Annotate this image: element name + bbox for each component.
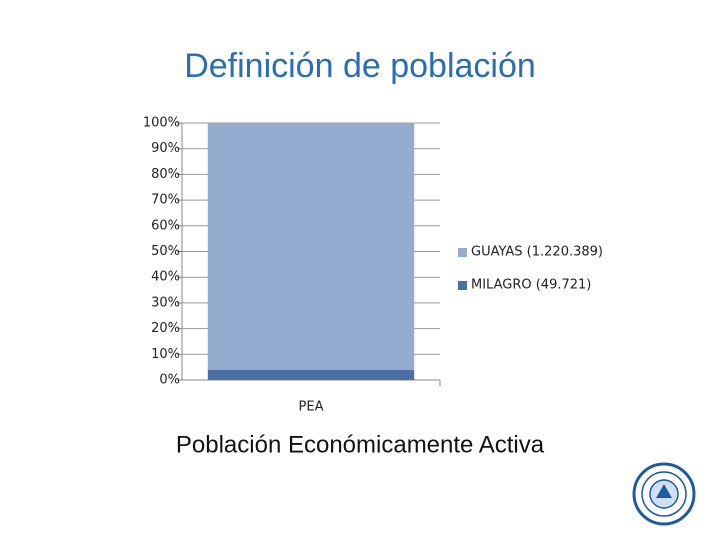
legend-label: GUAYAS (1.220.389) <box>471 245 603 260</box>
bar-segment <box>207 369 415 380</box>
y-tick-label: 90% <box>151 141 180 156</box>
y-tick-label: 70% <box>151 193 180 208</box>
chart-title: Definición de población <box>184 47 536 85</box>
logo <box>632 462 696 526</box>
legend-swatch <box>458 281 467 290</box>
chart-subtitle: Población Económicamente Activa <box>176 431 545 458</box>
y-tick-label: 20% <box>151 321 180 336</box>
y-tick-label: 50% <box>151 244 180 259</box>
x-tick-label: PEA <box>299 400 324 415</box>
y-tick-label: 0% <box>159 373 180 388</box>
y-tick-label: 60% <box>151 218 180 233</box>
y-tick-label: 100% <box>143 116 180 131</box>
y-tick-label: 30% <box>151 295 180 310</box>
y-tick-label: 10% <box>151 347 180 362</box>
legend-label: MILAGRO (49.721) <box>471 278 591 293</box>
y-tick-label: 40% <box>151 270 180 285</box>
y-tick-label: 80% <box>151 167 180 182</box>
legend-swatch <box>458 248 467 257</box>
bar-segment <box>207 123 415 370</box>
